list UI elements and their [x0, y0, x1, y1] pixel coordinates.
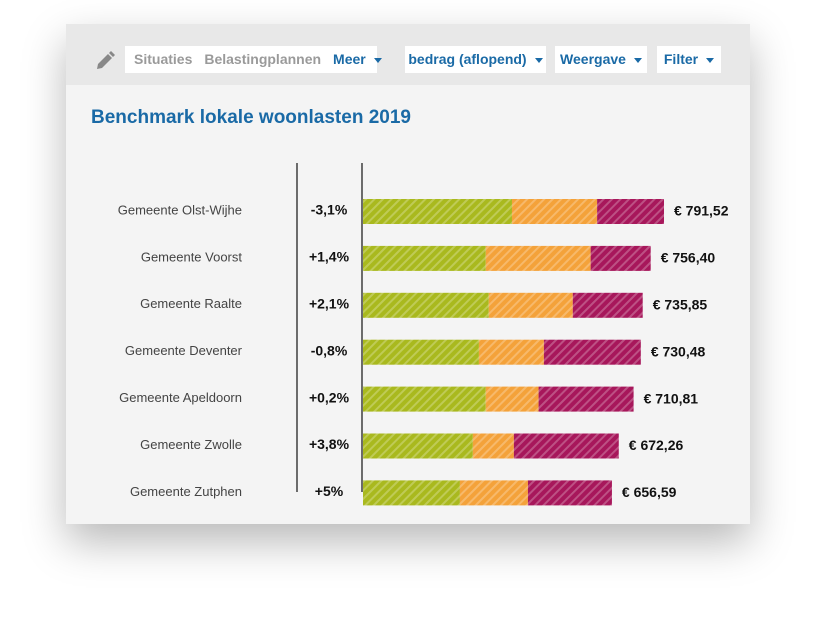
bar-segment: [363, 292, 489, 318]
total-label: € 791,52: [674, 203, 729, 219]
bar-segment: [363, 386, 486, 412]
panel: Situaties Belastingplannen Meer bedrag (af…: [66, 24, 750, 524]
change-label: +2,1%: [309, 296, 350, 312]
category-label: Gemeente Zutphen: [130, 484, 242, 499]
bar-segment: [513, 433, 619, 459]
bar-segment: [363, 339, 479, 365]
bar-segment: [472, 433, 514, 459]
bar-segment: [363, 480, 460, 506]
bar-segment: [572, 292, 643, 318]
bar-segment: [590, 245, 651, 271]
bar-segment: [363, 199, 512, 224]
change-label: +1,4%: [309, 249, 350, 265]
tab[interactable]: Situaties: [134, 51, 193, 67]
category-label: Gemeente Apeldoorn: [119, 390, 242, 405]
bar-segment: [597, 199, 664, 224]
bar-segment: [527, 480, 612, 506]
filter-menu[interactable]: Filter: [657, 46, 721, 73]
bar-segment: [363, 245, 486, 271]
chart: Benchmark lokale woonlasten 2019 Gemeent…: [91, 107, 729, 506]
change-label: -0,8%: [311, 342, 348, 358]
change-label: -3,1%: [311, 202, 348, 218]
edit-icon[interactable]: [94, 50, 116, 72]
change-label: +3,8%: [309, 436, 350, 452]
total-label: € 756,40: [661, 250, 716, 266]
bar-segment: [543, 339, 641, 365]
category-label: Gemeente Raalte: [140, 296, 242, 311]
sort-menu[interactable]: bedrag (aflopend): [405, 46, 546, 73]
tab-group: Situaties Belastingplannen Meer: [125, 46, 382, 73]
bar-segment: [363, 433, 473, 459]
total-label: € 730,48: [651, 343, 706, 359]
bar-segment: [488, 292, 573, 318]
more-label[interactable]: Meer: [333, 51, 366, 67]
toolbar: Situaties Belastingplannen Meer bedrag (af…: [66, 24, 750, 85]
sort-label[interactable]: bedrag (aflopend): [408, 51, 527, 67]
bar-segment: [485, 245, 591, 271]
bar-segment: [538, 386, 634, 412]
category-label: Gemeente Voorst: [141, 249, 243, 264]
total-label: € 656,59: [622, 484, 677, 500]
change-label: +5%: [315, 483, 344, 499]
chart-title: Benchmark lokale woonlasten 2019: [91, 107, 411, 128]
total-label: € 672,26: [629, 437, 684, 453]
change-label: +0,2%: [309, 389, 350, 405]
bar-segment: [511, 199, 598, 224]
bar-segment: [485, 386, 539, 412]
total-label: € 735,85: [653, 297, 708, 313]
more-menu[interactable]: Meer: [333, 51, 382, 67]
total-label: € 710,81: [644, 390, 699, 406]
category-label: Gemeente Zwolle: [140, 437, 242, 452]
tab[interactable]: Belastingplannen: [204, 51, 322, 67]
view-menu[interactable]: Weergave: [555, 46, 647, 73]
filter-label[interactable]: Filter: [663, 51, 699, 67]
bar-segment: [478, 339, 544, 365]
view-label[interactable]: Weergave: [560, 51, 626, 67]
category-label: Gemeente Olst-Wijhe: [118, 202, 242, 217]
bar-segment: [459, 480, 528, 506]
category-label: Gemeente Deventer: [125, 343, 243, 358]
